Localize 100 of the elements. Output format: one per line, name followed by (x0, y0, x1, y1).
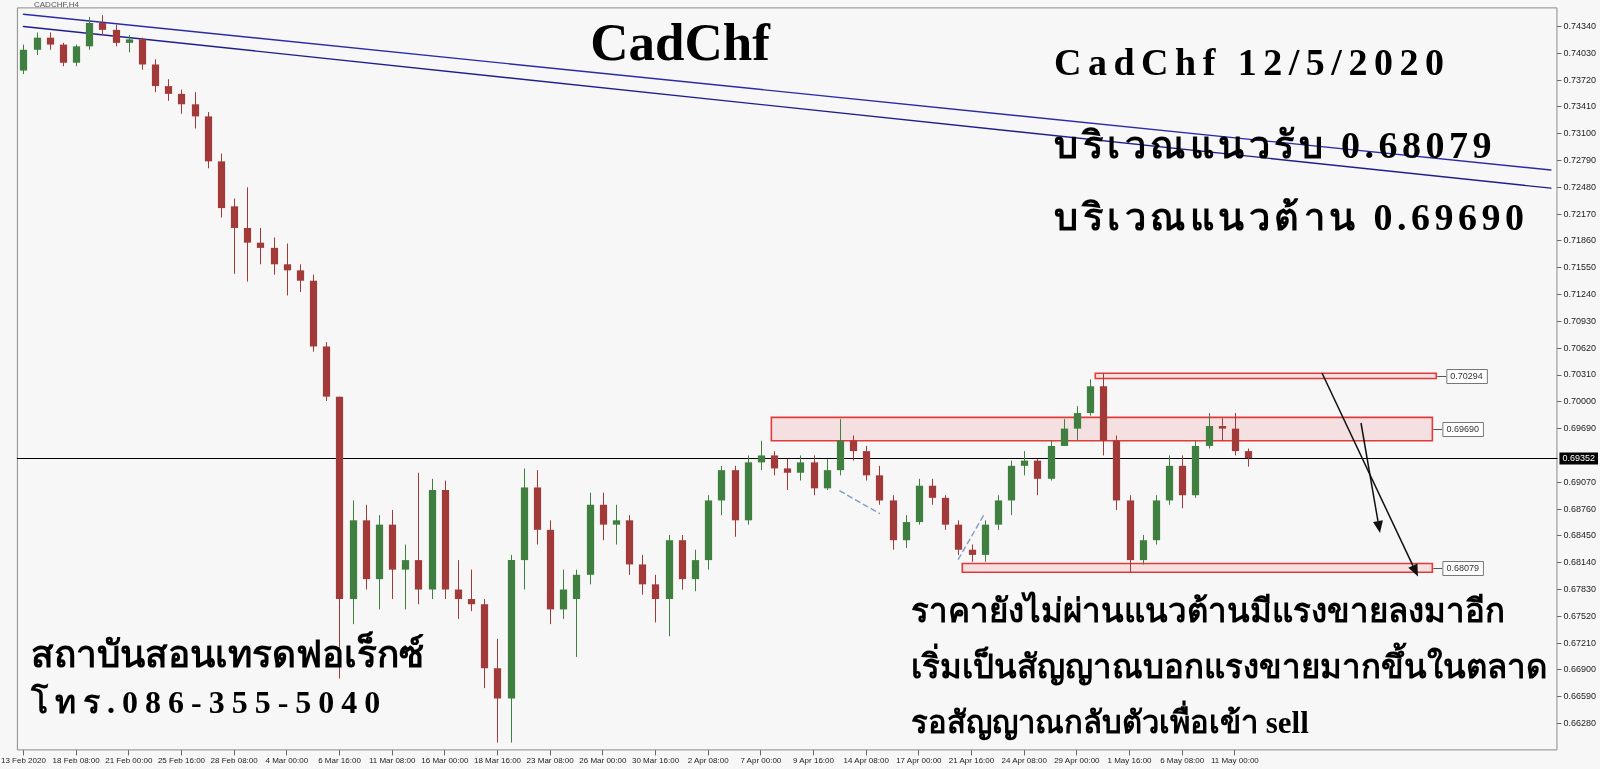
annotation: เริ่มเป็นสัญญาณบอกแรงขายมากขึ้นในตลาด (911, 641, 1547, 688)
y-tick-label: 0.73100 (1563, 128, 1597, 139)
x-tick-label: 11 May 00:00 (1210, 756, 1260, 766)
candlestick (467, 569, 476, 612)
y-tick-label: 0.70310 (1563, 369, 1597, 380)
y-tick-label: 0.69690 (1563, 423, 1597, 434)
annotation: บริเวณแนวต้าน 0.69690 (1054, 195, 1529, 240)
candlestick (783, 458, 792, 491)
chart-title: CadChf (590, 12, 770, 72)
candlestick (401, 544, 410, 610)
candlestick (928, 478, 937, 506)
x-tick-label: 23 Mar 08:00 (526, 756, 575, 766)
y-tick-label: 0.66900 (1563, 664, 1597, 675)
x-tick-label: 28 Feb 08:00 (210, 756, 259, 766)
candlestick (296, 263, 305, 293)
candlestick (72, 44, 81, 67)
candlestick (638, 554, 647, 596)
x-tick-label: 16 Mar 00:00 (421, 756, 469, 766)
y-tick-label: 0.70620 (1563, 342, 1597, 353)
candlestick (1139, 534, 1148, 565)
x-tick-label: 13 Feb 2020 (0, 756, 47, 766)
candlestick (283, 243, 292, 296)
candlestick (98, 14, 107, 36)
candlestick (757, 440, 766, 471)
x-tick-label: 14 Apr 08:00 (843, 756, 890, 766)
y-tick-label: 0.66590 (1563, 691, 1597, 702)
y-tick-label: 0.68760 (1563, 503, 1597, 514)
y-tick-label: 0.68140 (1563, 557, 1597, 568)
candlestick (191, 91, 200, 129)
band-label: 0.68079 (1446, 563, 1479, 574)
candlestick (112, 24, 121, 47)
candlestick (691, 549, 700, 592)
y-tick-label: 0.69070 (1563, 476, 1597, 487)
candlestick (599, 492, 608, 541)
candlestick (559, 569, 568, 620)
annotation: ราคายังไม่ผ่านแนวต้านมีแรงขายลงมาอีก (911, 590, 1505, 631)
band-label: 0.70294 (1450, 371, 1483, 382)
candlestick (59, 42, 68, 67)
y-tick-label: 0.67210 (1563, 637, 1597, 648)
y-tick-label: 0.71860 (1563, 235, 1597, 246)
candlestick (770, 450, 779, 476)
y-tick-label: 0.71240 (1563, 289, 1597, 300)
x-tick-label: 25 Feb 16:00 (157, 756, 206, 766)
y-tick-label: 0.73410 (1563, 101, 1597, 112)
candlestick (796, 454, 805, 482)
y-tick-label: 0.71550 (1563, 262, 1597, 273)
x-tick-label: 17 Apr 00:00 (896, 756, 943, 766)
x-tick-label: 4 Mar 00:00 (265, 756, 309, 766)
y-tick-label: 0.68450 (1563, 530, 1597, 541)
annotation: CADCHF,H4 (34, 0, 79, 9)
y-tick-label: 0.70000 (1563, 396, 1597, 407)
candlestick (454, 559, 463, 620)
y-tick-label: 0.67520 (1563, 610, 1597, 621)
x-tick-label: 1 May 16:00 (1107, 756, 1153, 766)
x-tick-label: 18 Mar 16:00 (473, 756, 522, 766)
y-tick-label: 0.72170 (1563, 208, 1597, 219)
x-tick-label: 6 Mar 16:00 (318, 756, 362, 766)
x-tick-label: 21 Feb 00:00 (105, 756, 153, 766)
candlestick (230, 198, 239, 275)
annotation: โทร.086-355-5040 (31, 682, 388, 722)
candlestick (19, 44, 28, 75)
candlestick (1205, 412, 1214, 450)
x-tick-label: 24 Apr 08:00 (1001, 756, 1048, 766)
candlestick (1033, 458, 1042, 496)
candlestick (1060, 418, 1069, 447)
candlestick (1218, 417, 1227, 442)
candlestick (651, 574, 660, 623)
x-tick-label: 21 Apr 16:00 (948, 756, 995, 766)
y-tick-label: 0.73720 (1563, 74, 1597, 85)
candlestick (823, 458, 832, 491)
candlestick (270, 236, 279, 276)
y-tick-label: 0.74030 (1563, 47, 1597, 58)
x-tick-label: 2 Apr 08:00 (687, 756, 730, 766)
x-tick-label: 26 Mar 00:00 (579, 756, 627, 766)
y-tick-label: 0.72480 (1563, 181, 1597, 192)
y-tick-label: 0.66280 (1563, 718, 1597, 729)
ref-line-label: 0.69352 (1562, 453, 1596, 464)
candlestick (849, 435, 858, 462)
candlestick (33, 31, 42, 56)
candlestick (243, 186, 252, 283)
x-tick-label: 29 Apr 00:00 (1054, 756, 1101, 766)
y-tick-label: 0.72790 (1563, 154, 1597, 165)
candlestick (612, 504, 621, 546)
candlestick (151, 58, 160, 93)
candlestick (1073, 405, 1082, 442)
candlestick (85, 16, 94, 51)
annotation: CadChf 12/5/2020 (1054, 40, 1451, 84)
y-tick-label: 0.70930 (1563, 315, 1597, 326)
candlestick (164, 78, 173, 102)
candlestick (1244, 448, 1253, 468)
y-tick-label: 0.74340 (1563, 20, 1597, 31)
annotation: รอสัญญาณกลับตัวเพื่อเข้า sell (911, 699, 1309, 743)
x-tick-label: 7 Apr 00:00 (740, 756, 782, 766)
x-tick-label: 9 Apr 16:00 (793, 756, 835, 766)
x-tick-label: 6 May 08:00 (1160, 756, 1205, 766)
candlestick (902, 514, 911, 549)
x-tick-label: 18 Feb 08:00 (52, 756, 101, 766)
y-tick-label: 0.67830 (1563, 584, 1597, 594)
band-label: 0.69690 (1446, 424, 1479, 435)
candlestick (177, 89, 186, 115)
